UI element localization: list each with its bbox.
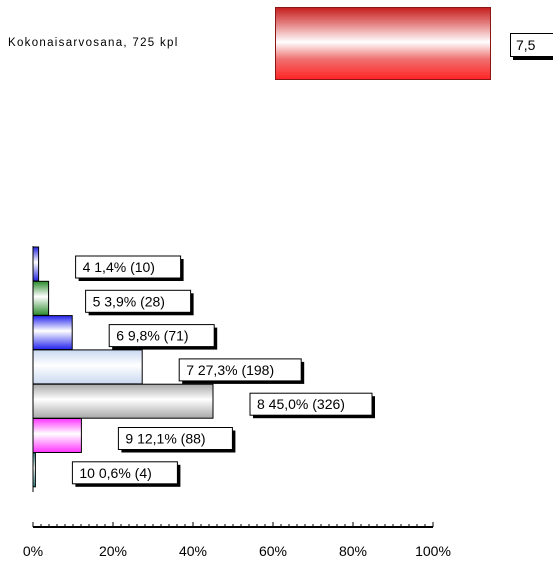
x-tick-label: 100% [415, 543, 451, 559]
bar-grade-4 [32, 246, 40, 282]
data-label-grade-10: 10 0,6% (4) [79, 465, 151, 481]
x-tick-label: 80% [339, 543, 367, 559]
data-label-grade-9: 9 12,1% (88) [125, 431, 205, 447]
label-box [85, 289, 192, 313]
bar-grade-5 [32, 280, 50, 316]
data-label-grade-5: 5 3,9% (28) [93, 293, 165, 309]
label-box [117, 427, 233, 450]
x-tick-label: 0% [23, 543, 43, 559]
x-tick-label: 40% [179, 543, 207, 559]
data-label-grade-7: 7 27,3% (198) [186, 362, 274, 378]
label-box [71, 461, 178, 485]
bar-grade-7 [32, 349, 143, 385]
bar-grade-6 [32, 315, 73, 351]
bar-grade-10 [32, 452, 36, 488]
x-tick-label: 20% [99, 543, 127, 559]
bar-grade-8 [32, 383, 214, 419]
data-label-grade-6: 6 9,8% (71) [116, 328, 188, 344]
summary-value-label: 7,5 [510, 33, 553, 57]
data-label-grade-8: 8 45,0% (326) [257, 396, 345, 412]
x-tick-label: 60% [259, 543, 287, 559]
data-label-grade-4: 4 1,4% (10) [83, 259, 155, 275]
label-box [75, 255, 182, 279]
label-box [108, 324, 215, 348]
label-box [249, 392, 373, 416]
label-box [178, 358, 302, 382]
summary-bar [275, 7, 491, 80]
summary-label: Kokonaisarvosana, 725 kpl [8, 37, 179, 49]
bar-grade-9 [32, 418, 82, 453]
